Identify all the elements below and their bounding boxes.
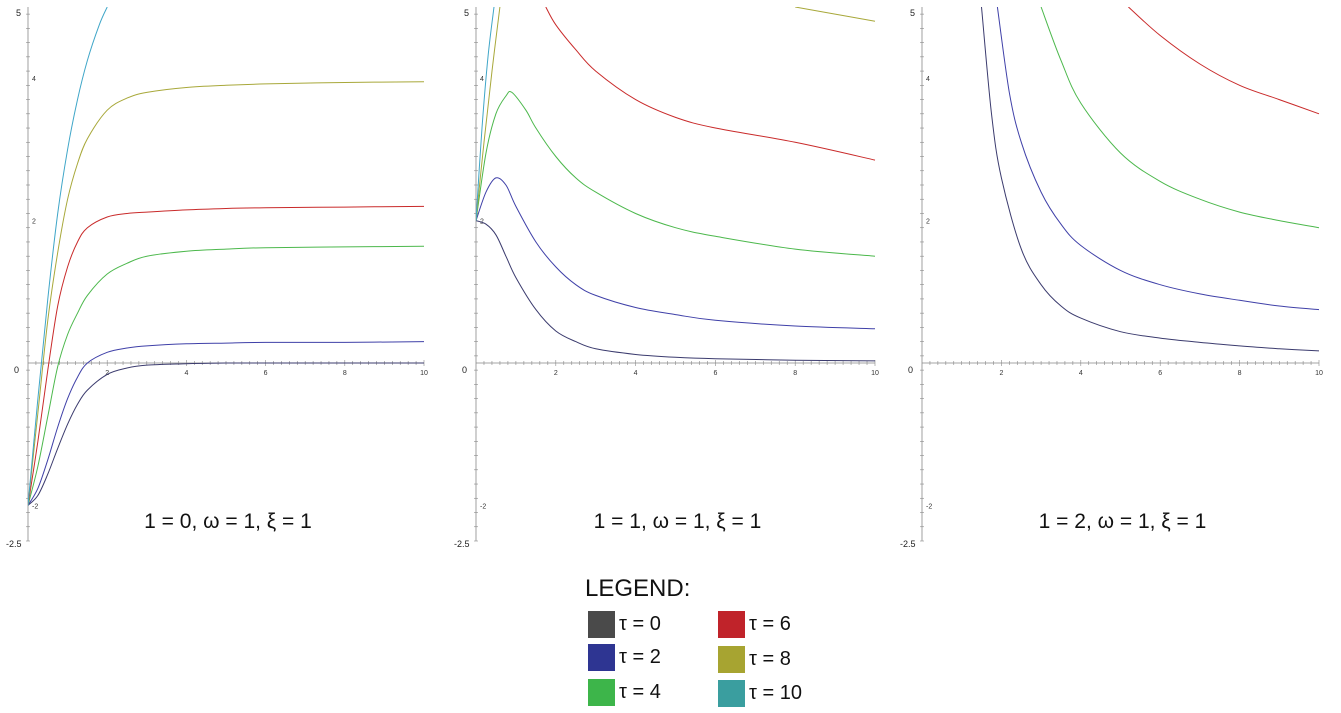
legend-swatch: [588, 610, 615, 638]
series-line-8: [28, 81, 425, 506]
y-min-label: -2.5: [454, 539, 470, 549]
y-max-label: 5: [464, 8, 469, 18]
series-line-10: [476, 7, 495, 221]
y-max-label: 5: [910, 8, 915, 18]
chart-caption: 1 = 1, ω = 1, ξ = 1: [594, 510, 762, 533]
y-tick-label: -2: [480, 503, 486, 510]
legend: LEGEND: τ = 0 τ = 2 τ = 4 τ = 6 τ = 8 τ …: [585, 575, 865, 710]
x-tick-label: 4: [184, 370, 188, 377]
origin-label: 0: [908, 365, 913, 375]
y-max-label: 5: [16, 8, 21, 18]
y-min-label: -2.5: [6, 539, 22, 549]
chart-panel-1: 2 4 6 8 10 4 2 -2 5 0 -2.5 1 = 0, ω = 1, ξ = 1: [6, 7, 428, 549]
legend-label: τ = 10: [749, 681, 802, 704]
chart-caption: 1 = 0, ω = 1, ξ = 1: [144, 510, 312, 533]
series-line-4: [476, 90, 876, 257]
series-line-0: [981, 7, 1320, 352]
chart-panel-3: 2 4 6 8 10 4 2 -2 5 0 -2.5 1 = 2, ω = 1, ξ = 1: [900, 7, 1323, 549]
y-tick-label: 4: [32, 76, 36, 83]
x-tick-label: 4: [1079, 370, 1083, 377]
y-tick-label: 4: [926, 76, 930, 83]
legend-label: τ = 6: [749, 612, 791, 635]
legend-label: τ = 4: [619, 680, 661, 703]
legend-swatch: [718, 679, 745, 707]
origin-label: 0: [14, 365, 19, 375]
legend-item-tau-6: τ = 6: [718, 610, 791, 638]
series-line-6: [1128, 7, 1320, 115]
x-tick-label: 6: [264, 370, 268, 377]
series-line-6: [545, 7, 876, 161]
legend-item-tau-0: τ = 0: [588, 610, 661, 638]
series-line-8: [795, 7, 876, 22]
x-tick-label: 4: [634, 370, 638, 377]
legend-label: τ = 2: [619, 645, 661, 668]
y-tick-label: 2: [32, 219, 36, 226]
series-line-10: [28, 7, 108, 506]
origin-label: 0: [462, 365, 467, 375]
legend-swatch: [718, 645, 745, 673]
y-tick-label: -2: [926, 503, 932, 510]
x-tick-label: 8: [1238, 370, 1242, 377]
series-line-6: [28, 205, 425, 506]
series-line-0: [28, 362, 424, 506]
series-line-4: [28, 245, 425, 506]
legend-swatch: [588, 678, 615, 706]
x-tick-label: 6: [713, 370, 717, 377]
legend-item-tau-4: τ = 4: [588, 678, 661, 706]
series-line-8: [476, 7, 501, 221]
legend-item-tau-8: τ = 8: [718, 645, 791, 673]
legend-label: τ = 0: [619, 612, 661, 635]
legend-swatch: [718, 610, 745, 638]
y-tick-label: 2: [926, 219, 930, 226]
x-tick-label: 8: [343, 370, 347, 377]
x-tick-label: 10: [420, 370, 428, 377]
y-tick-label: -2: [32, 503, 38, 510]
x-tick-label: 2: [105, 370, 109, 377]
series-line-2: [28, 341, 425, 506]
x-tick-label: 2: [999, 370, 1003, 377]
legend-label: τ = 8: [749, 647, 791, 670]
x-tick-label: 10: [871, 370, 879, 377]
series-line-4: [1040, 7, 1320, 229]
x-tick-label: 2: [554, 370, 558, 377]
series-line-0: [476, 220, 876, 362]
y-min-label: -2.5: [900, 539, 916, 549]
x-tick-label: 6: [1158, 370, 1162, 377]
legend-item-tau-2: τ = 2: [588, 643, 661, 671]
series-line-2: [476, 177, 876, 330]
chart-caption: 1 = 2, ω = 1, ξ = 1: [1039, 510, 1207, 533]
legend-swatch: [588, 643, 615, 671]
y-tick-label: 4: [480, 76, 484, 83]
x-tick-label: 10: [1315, 370, 1323, 377]
legend-title: LEGEND:: [585, 575, 691, 602]
series-line-2: [996, 7, 1320, 311]
x-tick-label: 8: [793, 370, 797, 377]
legend-item-tau-10: τ = 10: [718, 679, 802, 707]
